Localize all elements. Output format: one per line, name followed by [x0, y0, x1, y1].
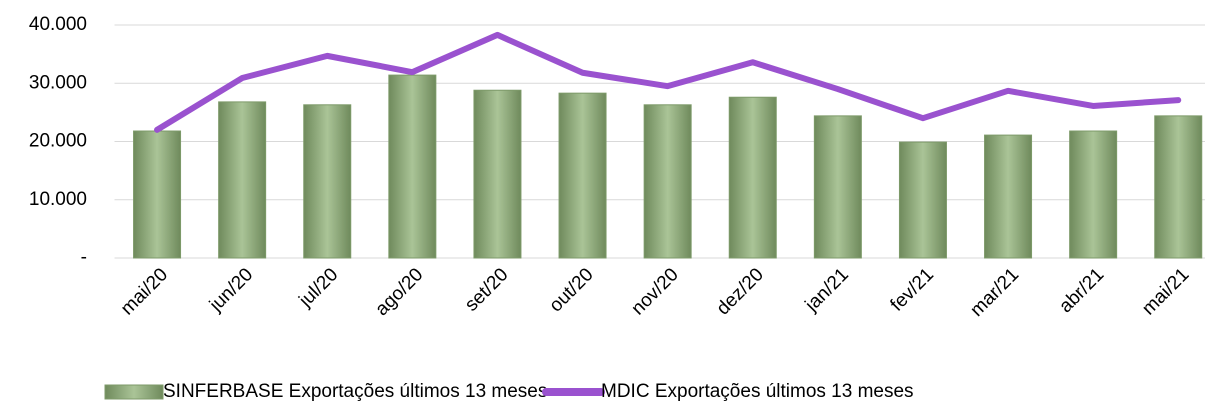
bar — [1069, 130, 1118, 259]
x-tick-label: mar/21 — [966, 264, 1023, 321]
line — [154, 31, 1182, 133]
legend-label: MDIC Exportações últimos 13 meses — [601, 381, 914, 402]
bar — [218, 101, 267, 259]
bar — [133, 130, 182, 259]
legend-label: SINFERBASE Exportações últimos 13 meses — [163, 381, 547, 402]
y-tick-label: 40.000 — [29, 14, 87, 35]
x-tick-label: out/20 — [545, 264, 597, 316]
legend-swatch — [104, 384, 164, 400]
bar — [388, 74, 437, 259]
x-tick-label: set/20 — [461, 264, 512, 315]
y-tick-label: - — [81, 247, 87, 268]
x-tick-label: mai/20 — [117, 264, 172, 319]
x-tick-label: abr/21 — [1055, 264, 1108, 317]
bar — [643, 104, 692, 259]
y-tick-label: 30.000 — [29, 72, 87, 93]
bar — [1154, 115, 1203, 259]
x-tick-label: fev/21 — [887, 264, 938, 315]
bar — [728, 96, 777, 259]
bar — [558, 92, 607, 259]
x-tick-label: dez/20 — [713, 264, 768, 319]
bar — [813, 115, 862, 259]
bar — [473, 89, 522, 259]
x-tick-label: jul/20 — [295, 264, 343, 312]
bar — [303, 104, 352, 259]
x-tick-label: jun/20 — [205, 264, 257, 316]
bar — [898, 141, 947, 259]
bar — [984, 134, 1033, 259]
y-tick-label: 20.000 — [29, 131, 87, 152]
x-tick-label: nov/20 — [628, 264, 683, 319]
x-tick-label: ago/20 — [371, 264, 427, 320]
x-tick-label: mai/21 — [1138, 264, 1193, 319]
x-tick-label: jan/21 — [801, 264, 853, 316]
y-tick-label: 10.000 — [29, 189, 87, 210]
